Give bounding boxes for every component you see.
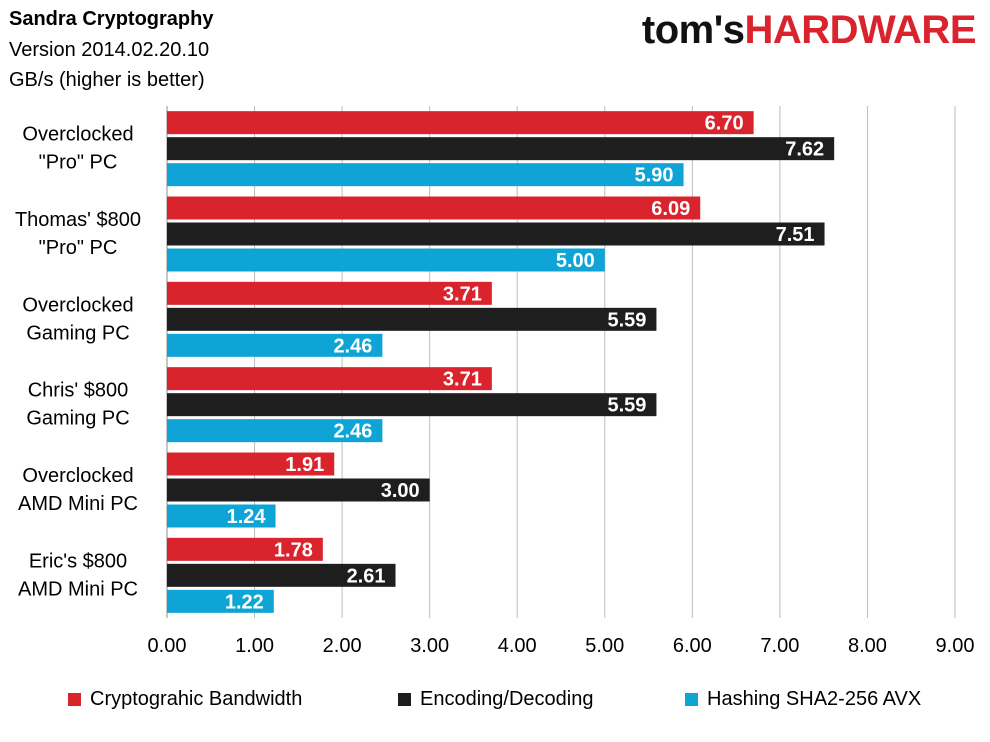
category-label: AMD Mini PC — [18, 493, 138, 515]
bar — [167, 307, 657, 331]
bar — [167, 393, 657, 417]
bar — [167, 504, 276, 528]
bar-value-label: 2.46 — [333, 335, 372, 357]
bar — [167, 196, 701, 220]
x-tick-label: 6.00 — [673, 635, 712, 657]
bar-value-label: 5.59 — [607, 309, 646, 331]
bar — [167, 478, 430, 502]
legend-swatch — [685, 693, 698, 706]
legend-swatch — [68, 693, 81, 706]
bar-value-label: 1.91 — [285, 454, 324, 476]
legend-label: Encoding/Decoding — [420, 688, 594, 710]
bar-value-label: 5.00 — [556, 250, 595, 272]
bar — [167, 452, 335, 476]
bar — [167, 111, 754, 135]
bar-value-label: 6.70 — [705, 113, 744, 135]
x-tick-label: 5.00 — [585, 635, 624, 657]
bar — [167, 163, 684, 187]
category-label: Overclocked — [22, 294, 133, 316]
category-label: Gaming PC — [26, 408, 129, 430]
bar-value-label: 1.78 — [274, 539, 313, 561]
bar — [167, 333, 383, 357]
chart-subtitle-version: Version 2014.02.20.10 — [9, 39, 210, 61]
chart-title: Sandra Cryptography — [9, 8, 214, 30]
x-tick-label: 0.00 — [148, 635, 187, 657]
category-label: Overclocked — [22, 124, 133, 146]
bar — [167, 563, 396, 587]
bar — [167, 419, 383, 443]
logo-part-toms: tom's — [641, 8, 745, 52]
bar — [167, 537, 323, 561]
bar — [167, 222, 825, 246]
bar — [167, 248, 605, 272]
x-tick-label: 7.00 — [760, 635, 799, 657]
x-tick-label: 1.00 — [235, 635, 274, 657]
bar-value-label: 1.22 — [225, 591, 264, 613]
category-label: "Pro" PC — [39, 237, 118, 259]
bar — [167, 281, 492, 305]
legend-item: Encoding/Decoding — [398, 688, 593, 711]
x-tick-label: 4.00 — [498, 635, 537, 657]
legend-label: Cryptograhic Bandwidth — [90, 688, 303, 710]
logo-part-hardware: HARDWARE — [744, 8, 976, 52]
bar-value-label: 3.71 — [443, 369, 482, 391]
bar-value-label: 7.62 — [785, 139, 824, 161]
bar-value-label: 3.71 — [443, 283, 482, 305]
bar-value-label: 5.90 — [635, 165, 674, 187]
category-label: Overclocked — [22, 465, 133, 487]
bar-value-label: 2.61 — [347, 565, 386, 587]
bar — [167, 589, 274, 613]
legend-swatch — [398, 693, 411, 706]
bar — [167, 137, 835, 161]
bar-value-label: 3.00 — [381, 480, 420, 502]
bar-value-label: 5.59 — [607, 395, 646, 417]
category-label: Chris' $800 — [28, 380, 129, 402]
category-label: "Pro" PC — [39, 152, 118, 174]
category-label: Thomas' $800 — [15, 209, 141, 231]
category-label: Gaming PC — [26, 322, 129, 344]
legend-label: Hashing SHA2-256 AVX — [707, 688, 922, 710]
bar-value-label: 7.51 — [776, 224, 815, 246]
bar — [167, 367, 492, 391]
chart-legend: Cryptograhic Bandwidth Encoding/Decoding H… — [0, 688, 990, 716]
bar-value-label: 2.46 — [333, 421, 372, 443]
x-tick-label: 8.00 — [848, 635, 887, 657]
category-label: AMD Mini PC — [18, 578, 138, 600]
bar-chart: 0.00 1.00 2.00 3.00 4.00 5.00 6.00 7.00 8.00 9.00… — [15, 106, 975, 657]
x-tick-label: 2.00 — [323, 635, 362, 657]
toms-hardware-logo: tom'sHARDWARE — [641, 8, 977, 53]
category-label: Eric's $800 — [29, 550, 127, 572]
bar-value-label: 1.24 — [227, 506, 267, 528]
legend-item: Cryptograhic Bandwidth — [68, 688, 302, 711]
chart-subtitle-units: GB/s (higher is better) — [9, 69, 205, 91]
x-tick-label: 3.00 — [410, 635, 449, 657]
bar-value-label: 6.09 — [651, 198, 690, 220]
legend-item: Hashing SHA2-256 AVX — [685, 688, 921, 711]
x-tick-label: 9.00 — [936, 635, 975, 657]
